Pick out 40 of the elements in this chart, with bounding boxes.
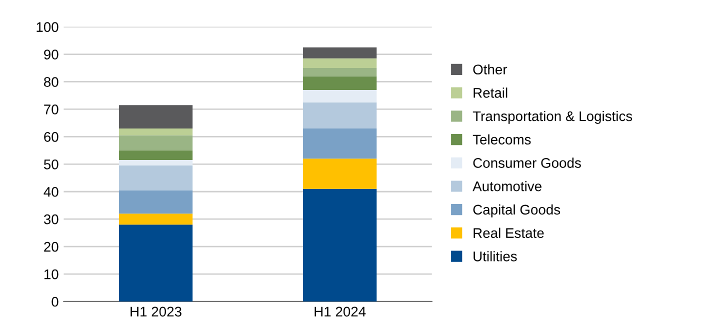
legend-label: Utilities <box>474 251 517 262</box>
legend-label: Other <box>473 64 508 74</box>
bar <box>118 135 193 150</box>
legend-label: Automotive <box>472 181 542 192</box>
y-tick-label: 30 <box>44 214 58 224</box>
legend-label: Transportation & Logistics <box>472 110 632 124</box>
legend-label: Telecoms <box>472 134 531 145</box>
y-tick-label: 90 <box>44 50 58 60</box>
bar <box>118 160 193 166</box>
y-tick-label: 70 <box>44 104 58 114</box>
y-tick-label: 100 <box>36 22 58 32</box>
bar <box>303 188 377 302</box>
y-tick-label: 80 <box>44 77 58 87</box>
y-tick-label: 10 <box>44 269 58 280</box>
y-tick-label: 60 <box>44 132 58 142</box>
bar <box>303 102 377 128</box>
y-tick-label: 40 <box>44 186 58 197</box>
bar <box>118 128 193 136</box>
legend-label: Real Estate <box>474 228 544 238</box>
x-tick-label: H1 2024 <box>314 306 366 317</box>
bar <box>303 90 377 102</box>
bar <box>118 224 193 302</box>
bar <box>303 58 377 68</box>
x-tick-label: H1 2023 <box>130 306 182 317</box>
bar <box>118 166 193 190</box>
bar <box>303 47 377 58</box>
y-tick-label: 50 <box>44 159 58 170</box>
bar <box>303 68 377 76</box>
legend-label: Capital Goods <box>473 204 560 218</box>
bar <box>118 105 193 128</box>
y-tick-label: 0 <box>52 296 58 307</box>
legend-label: Consumer Goods <box>473 158 581 168</box>
bar <box>118 150 193 160</box>
bar <box>118 214 193 225</box>
bar <box>303 158 377 189</box>
bar <box>303 128 377 159</box>
bar <box>303 76 377 90</box>
y-tick-label: 20 <box>44 242 58 252</box>
legend-label: Retail <box>474 88 508 98</box>
bar <box>118 190 193 214</box>
